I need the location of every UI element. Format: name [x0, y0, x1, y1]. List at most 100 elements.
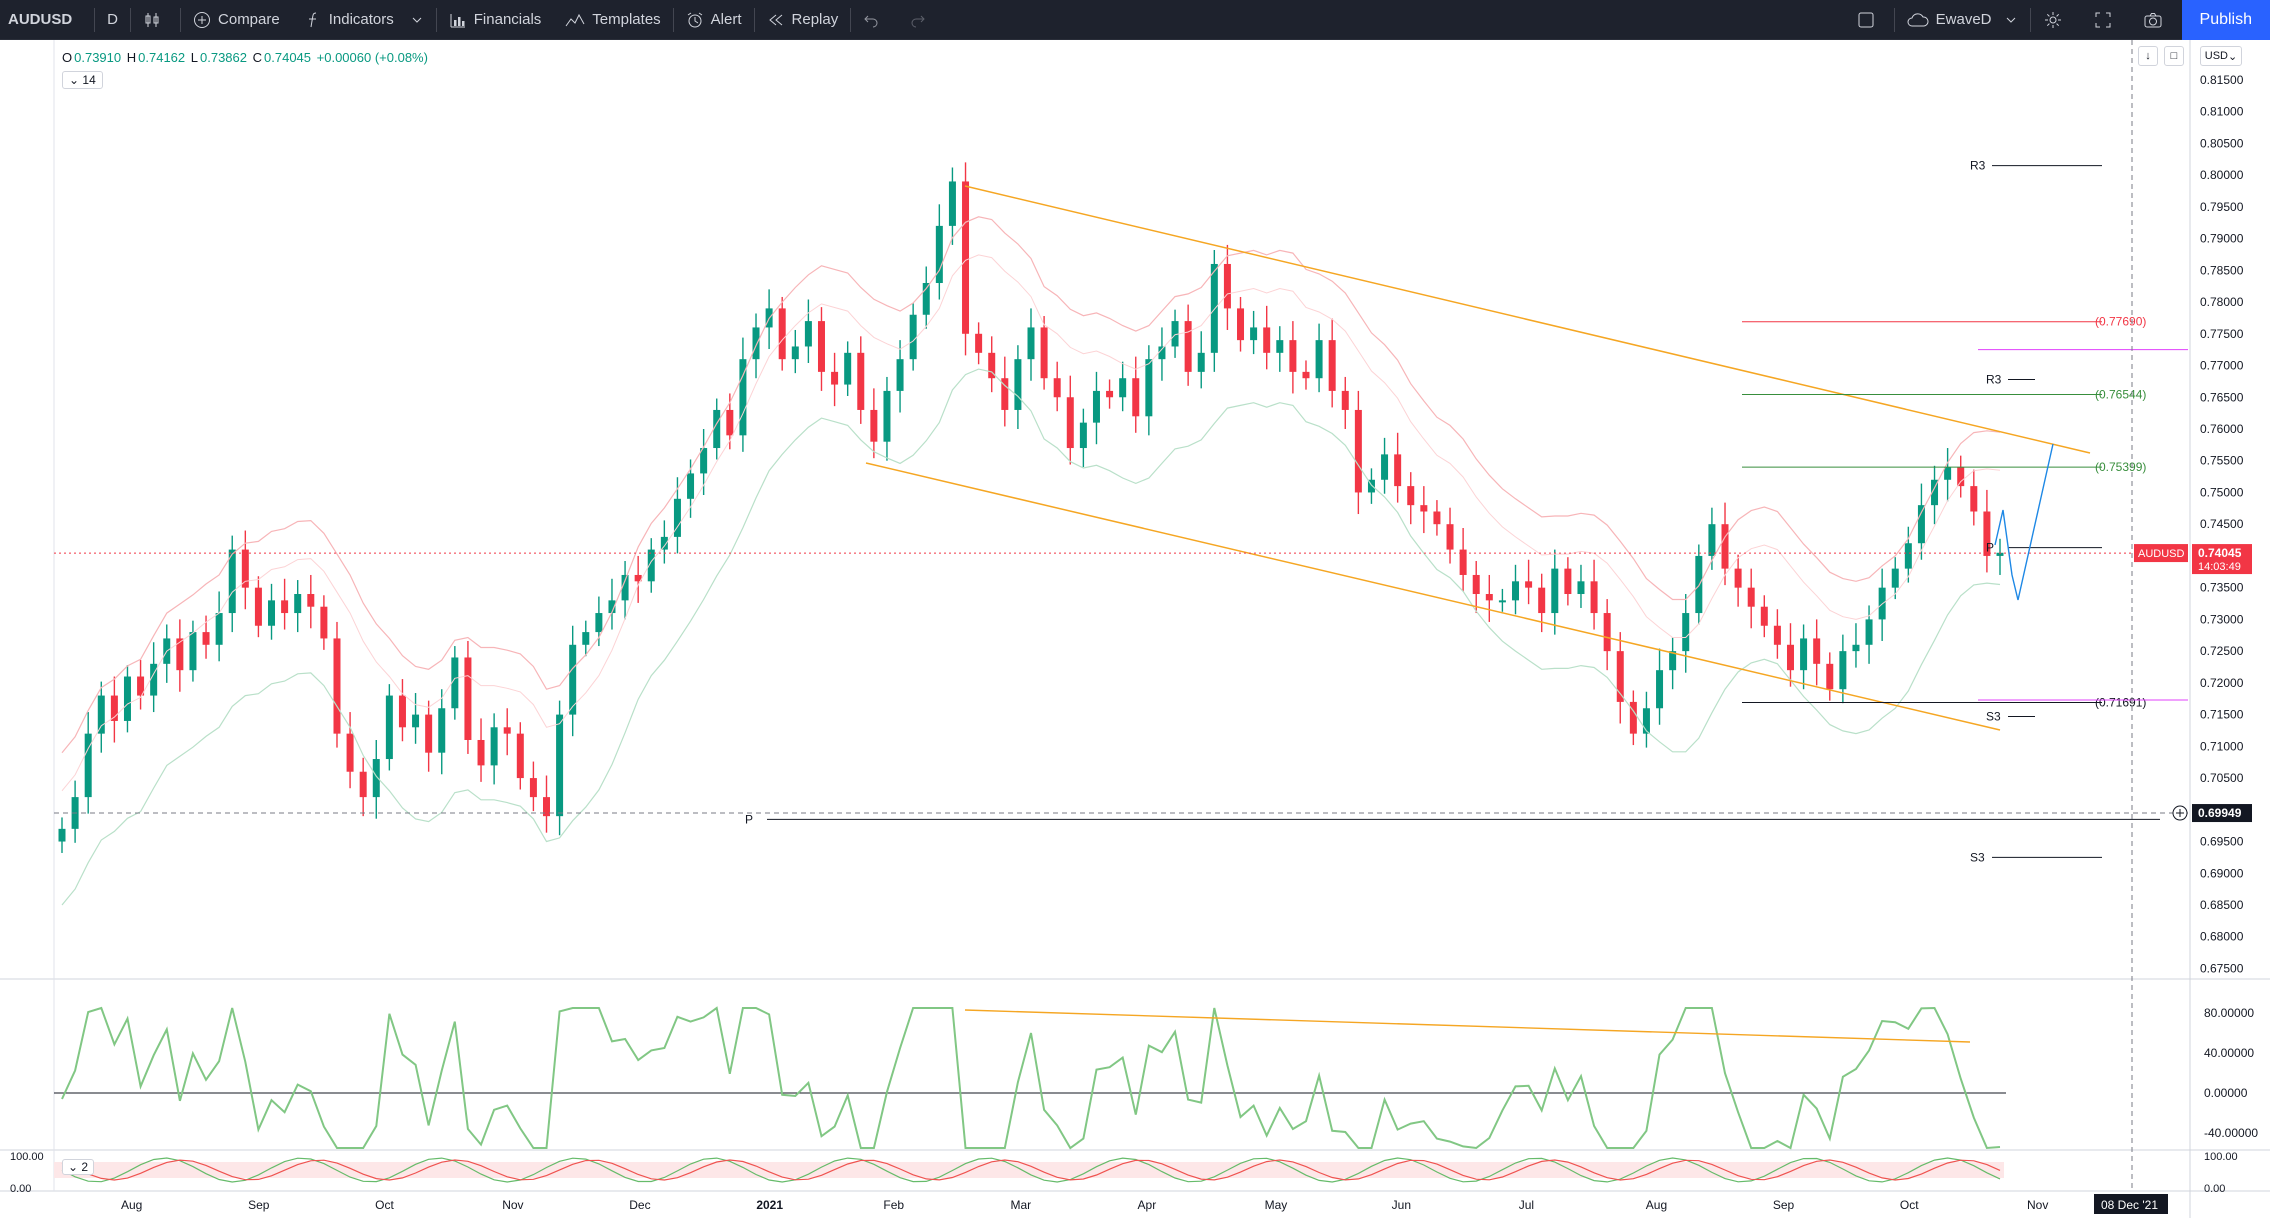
- fullscreen-layout-button[interactable]: [1845, 0, 1894, 40]
- toolbar-divider: [180, 7, 182, 32]
- candle-body: [1642, 708, 1650, 734]
- candle-body: [1119, 378, 1127, 398]
- price-tick-label: 0.69500: [2200, 835, 2244, 849]
- price-tick-label: 0.81000: [2200, 105, 2244, 119]
- alarm-clock-icon: [687, 12, 702, 27]
- chart-style-button[interactable]: [131, 0, 180, 40]
- level-label: R3: [1986, 372, 2002, 386]
- candle-body: [778, 308, 786, 360]
- candle-body: [948, 181, 956, 226]
- candle-body: [1158, 346, 1166, 360]
- toolbar-divider: [850, 7, 852, 32]
- level-label: S3: [1970, 850, 1985, 864]
- price-tick-label: 0.75000: [2200, 485, 2244, 499]
- time-tick-label: 2021: [756, 1198, 783, 1212]
- price-badge-countdown: 14:03:49: [2198, 561, 2241, 573]
- candle-body: [333, 638, 341, 734]
- candle-body: [1577, 581, 1585, 595]
- candle-body: [1171, 321, 1179, 347]
- candle-body: [228, 549, 236, 614]
- rsi-trend-line: [964, 1009, 1971, 1043]
- financials-label: Financials: [473, 11, 542, 28]
- financials-button[interactable]: Financials: [437, 0, 554, 40]
- candle-body: [1367, 479, 1375, 493]
- inner-upper-band-line: [61, 254, 2001, 792]
- indicators-label: Indicators: [328, 11, 394, 28]
- price-tick-label: 0.71500: [2200, 708, 2244, 722]
- lower-indicator-collapse-button[interactable]: ⌄ 2: [62, 1159, 95, 1175]
- candles-icon: [145, 12, 159, 27]
- candle-body: [1420, 505, 1428, 512]
- candle-body: [1512, 581, 1519, 601]
- toolbar-divider: [672, 7, 674, 32]
- financials-icon: [450, 13, 465, 27]
- scroll-to-latest-button[interactable]: ↓: [2138, 46, 2158, 66]
- candle-body: [1826, 663, 1834, 690]
- level-label: (0.75399): [2095, 460, 2146, 474]
- candle-body: [1970, 486, 1978, 512]
- layout-save-button[interactable]: EwaveD: [1895, 0, 2030, 40]
- candle-body: [1904, 543, 1912, 569]
- candle-body: [1014, 359, 1022, 410]
- price-tick-label: 0.70500: [2200, 771, 2244, 785]
- candle-body: [1931, 479, 1939, 506]
- candle-body: [673, 498, 681, 537]
- price-tick-label: 0.71000: [2200, 739, 2244, 753]
- candle-body: [516, 733, 524, 779]
- chart-canvas[interactable]: 0.81500 0.81000 0.80500 0.80000 0.79500 0.790…: [0, 40, 2270, 1218]
- candle-body: [1669, 651, 1677, 671]
- rsi-tick-label: 40.00000: [2204, 1046, 2254, 1060]
- candle-body: [660, 536, 668, 550]
- top-toolbar: AUDUSD D Compare Indicators Financials T…: [0, 0, 2270, 40]
- candle-body: [477, 739, 485, 766]
- cloud-icon: [1907, 12, 1929, 26]
- forecast-path: [1994, 443, 2054, 601]
- open-value: 0.73910: [74, 50, 122, 65]
- time-tick-label: Sep: [1773, 1198, 1795, 1212]
- level-label: (0.71691): [2095, 695, 2146, 709]
- price-tick-label: 0.80000: [2200, 168, 2244, 182]
- compare-button[interactable]: Compare: [181, 0, 292, 40]
- interval-button[interactable]: D: [107, 11, 119, 28]
- stoch-tick-label: 0.00: [2204, 1183, 2225, 1195]
- price-tick-label: 0.77500: [2200, 327, 2244, 341]
- level-label: P: [745, 812, 753, 826]
- candle-body: [543, 797, 550, 817]
- time-tick-label: Feb: [883, 1198, 904, 1212]
- undo-button[interactable]: [851, 0, 898, 40]
- templates-button[interactable]: Templates: [553, 0, 672, 40]
- snapshot-button[interactable]: [2131, 0, 2182, 40]
- alert-button[interactable]: Alert: [674, 0, 754, 40]
- price-tick-label: 0.72500: [2200, 644, 2244, 658]
- candle-body: [962, 181, 970, 334]
- crosshair-plus-icon: [2176, 809, 2184, 818]
- time-tick-label: Nov: [502, 1198, 523, 1212]
- settings-button[interactable]: [2031, 0, 2082, 40]
- indicator-collapse-button[interactable]: ⌄ 14: [62, 71, 103, 89]
- price-tick-label: 0.69000: [2200, 866, 2244, 880]
- price-tick-label: 0.73500: [2200, 581, 2244, 595]
- expand-icon: [2095, 12, 2111, 27]
- fullscreen-button[interactable]: [2082, 0, 2131, 40]
- price-tick-label: 0.78500: [2200, 263, 2244, 277]
- replay-button[interactable]: Replay: [755, 0, 851, 40]
- publish-button[interactable]: Publish: [2181, 0, 2270, 40]
- price-badge-bg: [2192, 544, 2252, 575]
- candle-body: [883, 390, 891, 442]
- indicators-button[interactable]: Indicators: [292, 0, 436, 40]
- symbol-search-button[interactable]: AUDUSD: [8, 11, 73, 28]
- redo-button[interactable]: [898, 0, 945, 40]
- gear-icon: [2044, 11, 2061, 28]
- chart-area[interactable]: 0.81500 0.81000 0.80500 0.80000 0.79500 0.790…: [0, 40, 2270, 1218]
- toolbar-divider: [435, 7, 437, 32]
- currency-selector[interactable]: USD ⌄: [2200, 46, 2242, 66]
- candle-body: [464, 657, 472, 740]
- candle-body: [1747, 587, 1755, 607]
- candle-body: [804, 321, 812, 347]
- auto-scale-button[interactable]: □: [2164, 46, 2184, 66]
- candle-body: [372, 759, 380, 798]
- candle-body: [595, 613, 603, 633]
- candle-body: [1276, 340, 1284, 353]
- candle-body: [1786, 644, 1794, 671]
- candle-body: [1564, 568, 1572, 595]
